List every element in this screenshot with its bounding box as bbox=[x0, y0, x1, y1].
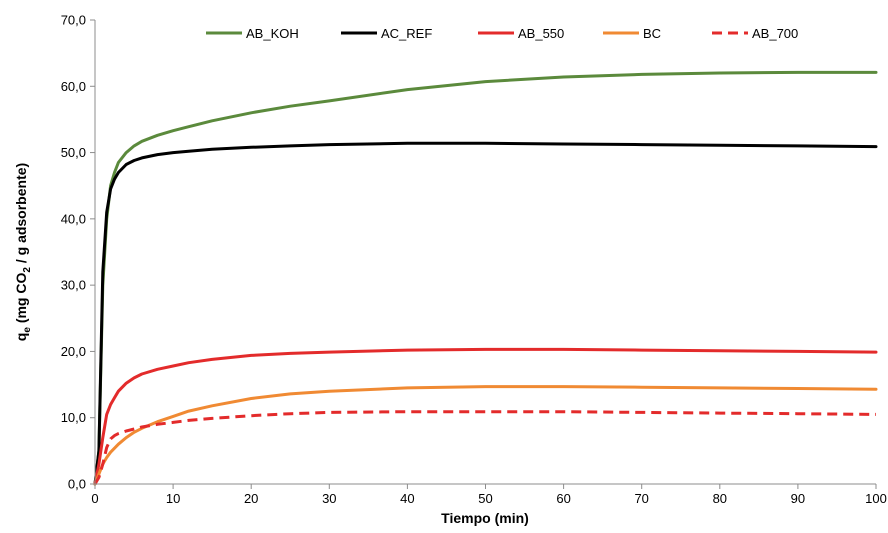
legend-item-bc: BC bbox=[603, 26, 661, 41]
legend-label: AB_KOH bbox=[246, 26, 299, 41]
legend-item-ac-ref: AC_REF bbox=[341, 26, 432, 41]
x-tick-label: 30 bbox=[322, 491, 336, 506]
series-line-ab-koh bbox=[93, 70, 878, 486]
series-line-ab-700 bbox=[93, 410, 877, 485]
y-tick-label: 30,0 bbox=[61, 278, 86, 293]
x-axis-title: Tiempo (min) bbox=[441, 510, 529, 526]
series-line-ac-ref bbox=[93, 141, 878, 486]
x-tick-label: 10 bbox=[166, 491, 180, 506]
axes bbox=[94, 20, 876, 485]
y-axis-title: qe (mg CO2 / g adsorbente) bbox=[13, 163, 33, 341]
y-tick-label: 70,0 bbox=[61, 13, 86, 28]
y-tick-label: 0,0 bbox=[68, 477, 86, 492]
legend-label: BC bbox=[643, 26, 661, 41]
x-tick-label: 60 bbox=[556, 491, 570, 506]
y-tick-label: 20,0 bbox=[61, 344, 86, 359]
y-tick-label: 40,0 bbox=[61, 211, 86, 226]
series-line-ab-550 bbox=[93, 347, 878, 486]
x-tick-label: 100 bbox=[865, 491, 887, 506]
legend-item-ab-550: AB_550 bbox=[478, 26, 564, 41]
x-tick-labels: 0 10 20 30 40 50 60 70 80 90 100 bbox=[91, 484, 887, 506]
legend-label: AC_REF bbox=[381, 26, 432, 41]
x-tick-label: 40 bbox=[400, 491, 414, 506]
x-tick-label: 70 bbox=[634, 491, 648, 506]
plot-area bbox=[93, 70, 878, 486]
legend-label: AB_700 bbox=[752, 26, 798, 41]
x-tick-label: 20 bbox=[244, 491, 258, 506]
x-tick-label: 80 bbox=[713, 491, 727, 506]
x-tick-label: 0 bbox=[91, 491, 98, 506]
legend-label: AB_550 bbox=[518, 26, 564, 41]
y-tick-label: 60,0 bbox=[61, 79, 86, 94]
series-line-bc bbox=[93, 385, 878, 486]
y-tick-label: 10,0 bbox=[61, 410, 86, 425]
legend-item-ab-700: AB_700 bbox=[712, 26, 798, 41]
legend-item-ab-koh: AB_KOH bbox=[206, 26, 299, 41]
legend: AB_KOH AC_REF AB_550 BC AB_700 bbox=[206, 26, 798, 41]
y-tick-label: 50,0 bbox=[61, 145, 86, 160]
x-tick-label: 90 bbox=[791, 491, 805, 506]
x-tick-label: 50 bbox=[478, 491, 492, 506]
y-tick-labels: 0,0 10,0 20,0 30,0 40,0 50,0 60,0 70,0 bbox=[61, 13, 95, 492]
